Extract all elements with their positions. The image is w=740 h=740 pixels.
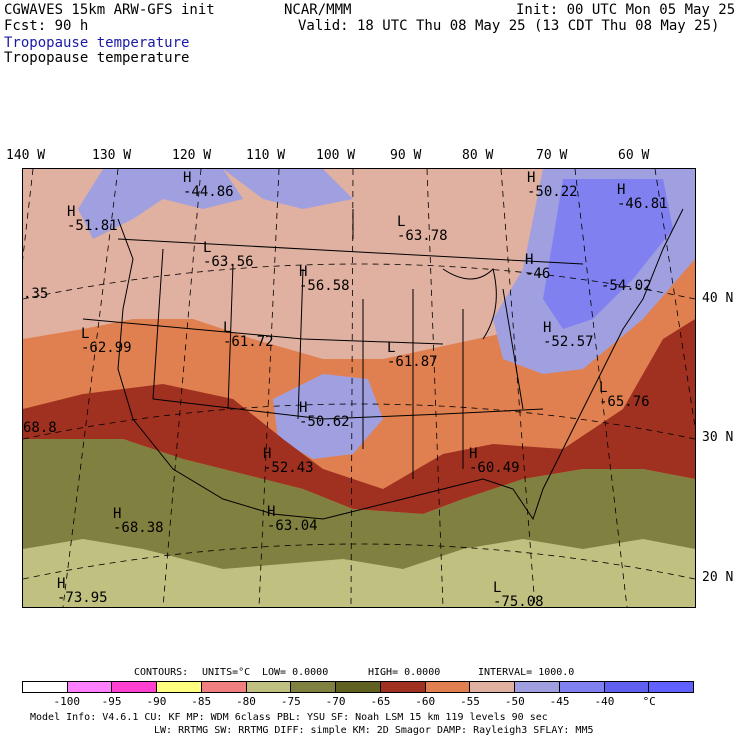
colorbar-swatch: [559, 682, 605, 692]
shade-minus50-north: [223, 169, 353, 209]
map-label: H -52.43: [263, 446, 314, 476]
lon-label: 90 W: [390, 148, 422, 163]
colorbar-tick-label: -40: [594, 695, 615, 708]
colorbar-tick-label: -85: [191, 695, 212, 708]
map-label: H -50.62: [299, 400, 350, 430]
map-label: L -63.78: [397, 214, 448, 244]
graticule: [23, 169, 695, 607]
colorbar-swatch: [157, 682, 202, 692]
shade-minus45-east: [543, 179, 673, 329]
colorbar-tick-label: -80: [236, 695, 256, 708]
map-label: 68.8: [23, 420, 57, 436]
map-label: L -75.08: [493, 580, 544, 608]
colorbar-tick-label: -95: [101, 695, 122, 708]
colorbar: [22, 681, 694, 693]
colorbar-tick-label: -100: [53, 695, 81, 708]
map-label: H -46: [525, 252, 551, 282]
field-title-black: Tropopause temperature: [4, 50, 190, 66]
colorbar-swatch: [380, 682, 426, 692]
colorbar-swatch: [201, 682, 247, 692]
colorbar-swatch: [470, 682, 516, 692]
map-label: H -44.86: [183, 170, 234, 200]
field-title-blue: Tropopause temperature: [4, 35, 190, 51]
shade-minus65: [23, 319, 695, 514]
lon-label: 70 W: [536, 148, 568, 163]
colorbar-tick-label: -45: [549, 695, 570, 708]
lat-label: 30 N: [702, 430, 734, 445]
map-label: H -56.58: [299, 264, 350, 294]
map-label: L -65.76: [599, 380, 650, 410]
lon-label: 60 W: [618, 148, 650, 163]
colorbar-swatch: [515, 682, 560, 692]
map-label: -54.02: [601, 278, 652, 294]
colorbar-swatch: [604, 682, 650, 692]
colorbar-tick-label: -90: [146, 695, 167, 708]
lon-label: 100 W: [316, 148, 356, 163]
lon-label: 130 W: [92, 148, 132, 163]
lat-label: 40 N: [702, 291, 734, 306]
colorbar-swatch: [67, 682, 113, 692]
colorbar-tick-label: -60: [415, 695, 436, 708]
map-label: H -73.95: [57, 576, 108, 606]
colorbar-tick-label: °C: [642, 695, 656, 708]
org-label: NCAR/MMM: [284, 2, 352, 18]
high-label: HIGH= 0.0000: [368, 667, 441, 678]
lat-label: 20 N: [702, 570, 734, 585]
colorbar-swatch: [23, 682, 68, 692]
map-label: H -50.22: [527, 170, 578, 200]
model-title: CGWAVES 15km ARW-GFS init: [4, 2, 215, 18]
lon-label: 140 W: [6, 148, 46, 163]
shade-minus50-south: [273, 374, 383, 459]
colorbar-tick-label: -55: [460, 695, 480, 708]
colorbar-tick-label: -50: [504, 695, 525, 708]
lon-label: 120 W: [172, 148, 212, 163]
colorbar-swatch: [112, 682, 158, 692]
shade-minus75: [23, 539, 695, 607]
map-label: H -68.38: [113, 506, 164, 536]
map-label: L -62.99: [81, 326, 132, 356]
map-canvas: [23, 169, 695, 607]
map-label: L -61.87: [387, 340, 438, 370]
colorbar-swatch: [336, 682, 381, 692]
model-info-line2: LW: RRTMG SW: RRTMG DIFF: simple KM: 2D …: [154, 725, 594, 736]
colorbar-swatch: [649, 682, 694, 692]
colorbar-tick-label: -70: [325, 695, 346, 708]
units-label: UNITS=°C: [202, 667, 251, 678]
interval-label: INTERVAL= 1000.0: [478, 667, 575, 678]
colorbar-tick-label: -65: [370, 695, 391, 708]
map-label: .35: [23, 286, 49, 302]
colorbar-swatch: [425, 682, 471, 692]
forecast-hour: Fcst: 90 h: [4, 18, 89, 34]
contours-label: CONTOURS:: [134, 667, 189, 678]
map-label: L -61.72: [223, 320, 274, 350]
map-label: H -63.04: [267, 504, 318, 534]
colorbar-swatch: [291, 682, 337, 692]
lon-label: 110 W: [246, 148, 286, 163]
colorbar-swatch: [246, 682, 292, 692]
init-time: Init: 00 UTC Mon 05 May 25: [516, 2, 736, 18]
colorbar-tick-label: -75: [280, 695, 301, 708]
valid-time: Valid: 18 UTC Thu 08 May 25 (13 CDT Thu …: [298, 18, 720, 34]
map-label: L -63.56: [203, 240, 254, 270]
low-label: LOW= 0.0000: [262, 667, 329, 678]
boundaries: [82, 208, 684, 521]
map-label: H -52.57: [543, 320, 594, 350]
tropopause-temperature-map: H -44.86 H -51.81 H -50.22 H -46.81 L -63.78 …: [22, 168, 696, 608]
map-label: H -46.81: [617, 182, 668, 212]
map-label: H -60.49: [469, 446, 520, 476]
map-label: H -51.81: [67, 204, 118, 234]
model-info-line1: Model Info: V4.6.1 CU: KF MP: WDM 6class…: [30, 712, 548, 723]
lon-label: 80 W: [462, 148, 494, 163]
